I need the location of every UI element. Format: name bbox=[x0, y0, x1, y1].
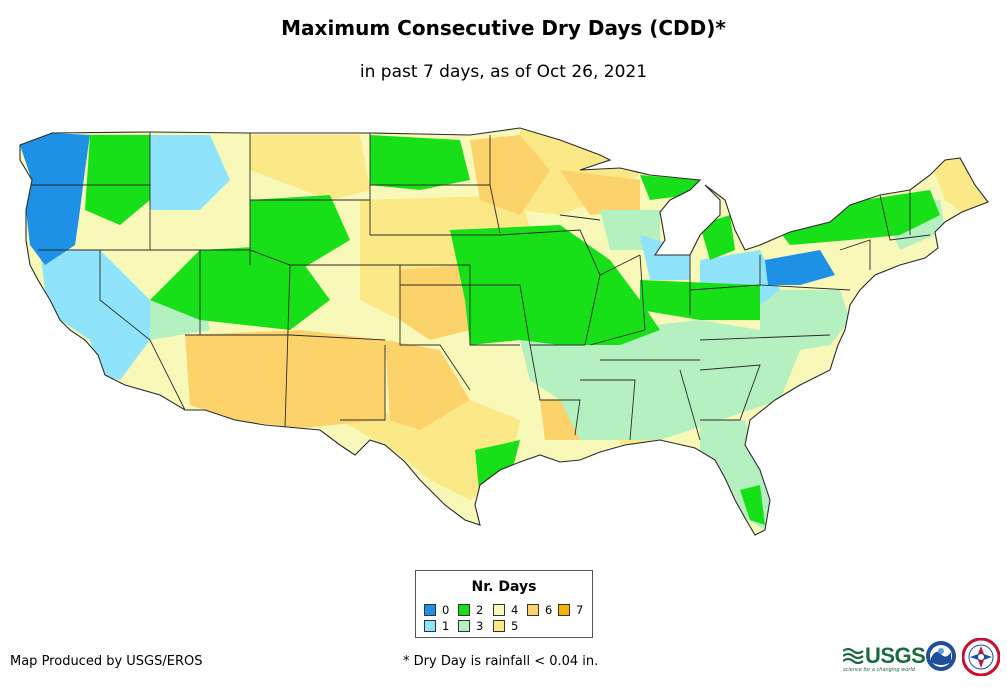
legend-label: 6 bbox=[545, 603, 553, 617]
legend-title: Nr. Days bbox=[471, 579, 537, 595]
usgs-wave-icon bbox=[843, 647, 864, 665]
legend-item-3: 3 bbox=[458, 619, 483, 633]
legend-item-0: 0 bbox=[424, 603, 449, 617]
legend-item-6: 6 bbox=[527, 603, 552, 617]
legend-item-4: 4 bbox=[493, 603, 518, 617]
legend-swatch bbox=[424, 620, 436, 632]
zone-southwest-6 bbox=[185, 330, 385, 428]
zone-kansas-6 bbox=[400, 265, 470, 340]
zone-wyoming-2 bbox=[250, 195, 350, 270]
legend-swatch bbox=[424, 604, 436, 616]
zone-idaho-1 bbox=[150, 135, 230, 210]
map-credit: Map Produced by USGS/EROS bbox=[10, 654, 203, 669]
zone-texas-5 bbox=[340, 400, 520, 500]
legend-label: 5 bbox=[511, 619, 519, 633]
dry-day-footnote: * Dry Day is rainfall < 0.04 in. bbox=[403, 654, 599, 669]
usgs-logo: USGS science for a changing world bbox=[843, 643, 926, 673]
legend-item-2: 2 bbox=[458, 603, 483, 617]
zone-pennsylvania-0 bbox=[765, 250, 835, 285]
usgs-tagline: science for a changing world bbox=[843, 667, 915, 673]
map-title: Maximum Consecutive Dry Days (CDD)* bbox=[281, 16, 726, 40]
legend: Nr. Days 0 1 2 3 4 5 6 7 bbox=[415, 570, 593, 638]
zone-south-central-3 bbox=[520, 320, 800, 440]
map-subtitle: in past 7 days, as of Oct 26, 2021 bbox=[359, 62, 648, 82]
legend-swatch bbox=[493, 604, 505, 616]
nws-logo bbox=[962, 638, 1000, 676]
zone-north-dakota-2 bbox=[370, 135, 470, 190]
zone-pacific-nw-0 bbox=[20, 133, 90, 265]
noaa-logo bbox=[926, 641, 956, 671]
legend-swatch bbox=[527, 604, 539, 616]
legend-label: 1 bbox=[442, 619, 450, 633]
zone-nm-texas-6 bbox=[385, 340, 470, 430]
legend-label: 4 bbox=[511, 603, 519, 617]
legend-label: 7 bbox=[576, 603, 584, 617]
zone-wisconsin-6 bbox=[560, 170, 640, 215]
zone-south-florida-2 bbox=[740, 485, 765, 525]
state-boundaries bbox=[30, 132, 931, 441]
zone-new-york-2 bbox=[780, 190, 940, 245]
zone-montana-5 bbox=[250, 135, 370, 200]
legend-label: 0 bbox=[442, 603, 450, 617]
legend-item-7: 7 bbox=[558, 603, 583, 617]
zone-indiana-2 bbox=[640, 280, 760, 320]
zone-east-texas-2 bbox=[475, 440, 520, 500]
legend-swatch bbox=[493, 620, 505, 632]
legend-label: 3 bbox=[476, 619, 484, 633]
legend-label: 2 bbox=[476, 603, 484, 617]
zone-great-basin-2 bbox=[150, 245, 330, 330]
dry-day-zones bbox=[20, 130, 988, 530]
usgs-wordmark: USGS bbox=[865, 643, 926, 668]
zone-washington-2 bbox=[85, 135, 150, 225]
zone-maine-5 bbox=[930, 158, 988, 212]
legend-swatch bbox=[458, 620, 470, 632]
legend-swatch bbox=[458, 604, 470, 616]
zone-midwest-2 bbox=[450, 225, 660, 345]
legend-swatch bbox=[558, 604, 570, 616]
legend-item-5: 5 bbox=[493, 619, 518, 633]
zone-california-1 bbox=[40, 250, 150, 380]
legend-item-1: 1 bbox=[424, 619, 449, 633]
